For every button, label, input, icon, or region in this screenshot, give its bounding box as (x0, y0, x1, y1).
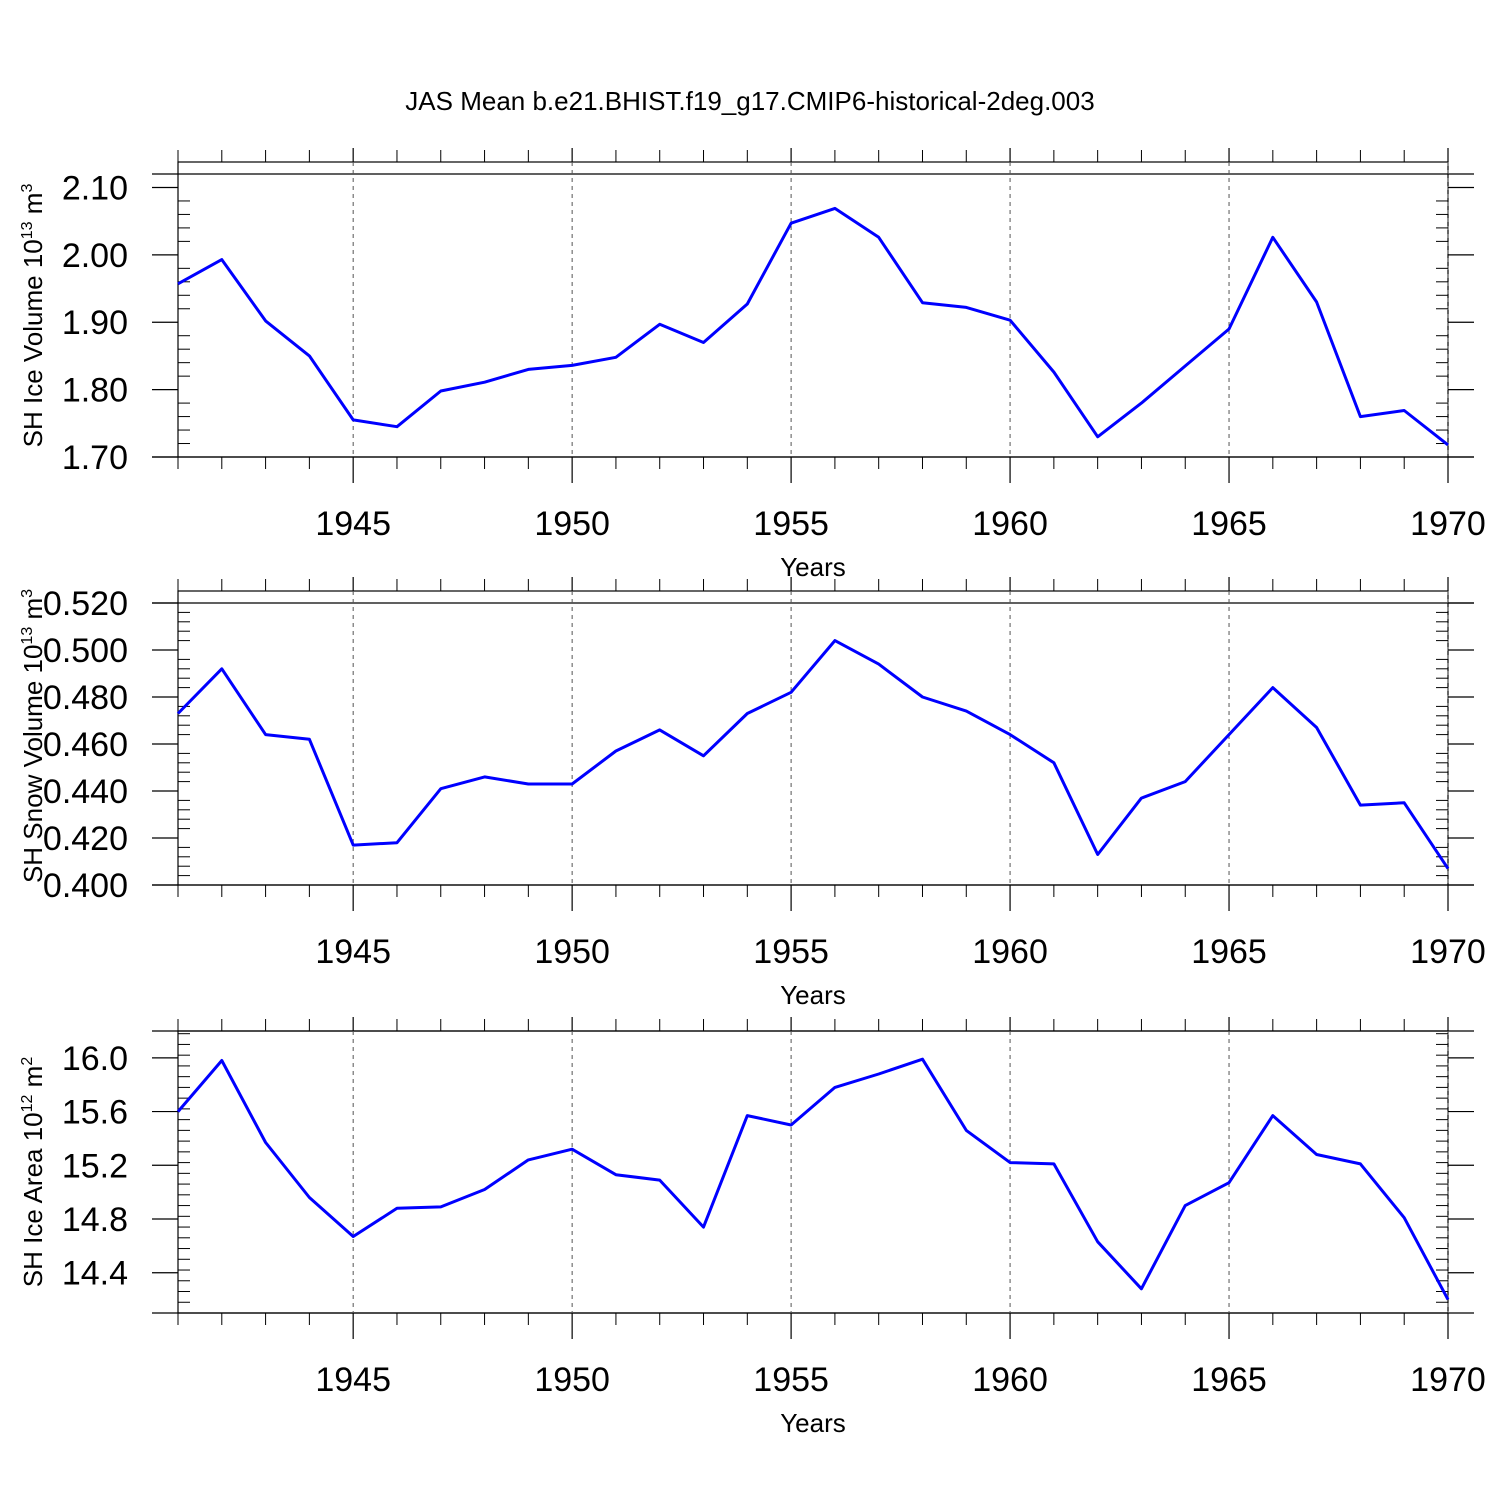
snow-volume-y-label-unit: m (18, 598, 48, 627)
ice-area-y-tick-label: 15.6 (62, 1094, 128, 1132)
snow-volume-series-line (176, 639, 1450, 870)
ice-volume-y-axis-label: SH Ice Volume 1013 m3 (18, 184, 48, 448)
ice-volume-series-line (177, 206, 1449, 447)
ice-area-y-tick-label: 14.4 (62, 1255, 128, 1293)
ice-volume-y-tick-label: 1.80 (62, 372, 128, 410)
ice-area-y-label-base: SH Ice Area 10 (18, 1112, 48, 1287)
snow-volume-panel: 1945 1950 1955 1960 1965 1970 0.400 0.420 0.440 0… (18, 577, 1486, 1010)
ice-area-x-tick-label: 1960 (972, 1361, 1048, 1399)
ice-area-panel: 1945 1950 1955 1960 1965 1970 14.4 14.8 15.2 15.6… (18, 1017, 1486, 1438)
ice-volume-panel: 1945 1950 1955 1960 1965 1970 1.70 1.80 1.90 2.00… (18, 148, 1486, 582)
ice-volume-y-tick-label: 2.10 (62, 169, 128, 207)
ice-volume-frame (177, 161, 1449, 458)
ice-area-y-label-unit: m (18, 1066, 48, 1095)
snow-volume-y-label-unit_exp: 3 (19, 589, 36, 598)
snow-volume-y-label-exp: 13 (19, 627, 36, 645)
snow-volume-x-tick-label: 1970 (1410, 933, 1486, 971)
snow-volume-x-tick-label: 1945 (315, 933, 391, 971)
ice-area-y-label-exp: 12 (19, 1094, 36, 1112)
ice-area-x-tick-label: 1965 (1191, 1361, 1267, 1399)
ice-volume-x-tick-label: 1945 (315, 505, 391, 543)
snow-volume-y-tick-label: 0.460 (43, 726, 128, 764)
snow-volume-y-axis-label: SH Snow Volume 1013 m3 (18, 589, 48, 883)
ice-volume-y-tick-label: 1.90 (62, 304, 128, 342)
ice-area-x-tick-label: 1945 (315, 1361, 391, 1399)
ice-area-y-tick-label: 14.8 (62, 1201, 128, 1239)
chart-title: JAS Mean b.e21.BHIST.f19_g17.CMIP6-histo… (405, 86, 1094, 116)
snow-volume-y-tick-label: 0.400 (43, 867, 128, 905)
ice-volume-y-label-unit: m (18, 193, 48, 222)
ice-volume-y-tick-label: 2.00 (62, 237, 128, 275)
snow-volume-y-tick-label: 0.420 (43, 820, 128, 858)
ice-area-y-tick-label: 16.0 (62, 1040, 128, 1078)
ice-volume-x-tick-label: 1955 (753, 505, 829, 543)
ice-area-x-tick-label: 1950 (534, 1361, 610, 1399)
ice-area-y-tick-label: 15.2 (62, 1147, 128, 1185)
ice-volume-x-tick-label: 1970 (1410, 505, 1486, 543)
snow-volume-x-tick-label: 1965 (1191, 933, 1267, 971)
snow-volume-x-tick-label: 1950 (534, 933, 610, 971)
snow-volume-y-tick-label: 0.480 (43, 679, 128, 717)
ice-volume-x-tick-label: 1960 (972, 505, 1048, 543)
snow-volume-x-tick-label: 1955 (753, 933, 829, 971)
ice-volume-x-tick-label: 1950 (534, 505, 610, 543)
ice-area-y-axis-label: SH Ice Area 1012 m2 (18, 1057, 48, 1288)
ice-volume-y-tick-label: 1.70 (62, 439, 128, 477)
snow-volume-y-tick-label: 0.500 (43, 632, 128, 670)
snow-volume-y-label-base: SH Snow Volume 10 (18, 645, 48, 883)
ice-area-x-tick-label: 1955 (753, 1361, 829, 1399)
snow-volume-y-tick-label: 0.440 (43, 773, 128, 811)
ice-volume-y-label-unit_exp: 3 (19, 184, 36, 193)
snow-volume-frame (177, 590, 1449, 886)
ice-area-frame (177, 1030, 1449, 1314)
snow-volume-y-tick-label: 0.520 (43, 585, 128, 623)
ice-area-x-axis-label: Years (780, 1408, 846, 1438)
ice-area-series-line (176, 1057, 1450, 1301)
ice-volume-x-tick-label: 1965 (1191, 505, 1267, 543)
ice-volume-y-label-base: SH Ice Volume 10 (18, 239, 48, 447)
ice-area-x-tick-label: 1970 (1410, 1361, 1486, 1399)
ice-volume-x-axis-label: Years (780, 552, 846, 582)
ice-area-y-label-unit_exp: 2 (19, 1057, 36, 1066)
ice-volume-y-label-exp: 13 (19, 221, 36, 239)
snow-volume-x-tick-label: 1960 (972, 933, 1048, 971)
snow-volume-x-axis-label: Years (780, 980, 846, 1010)
